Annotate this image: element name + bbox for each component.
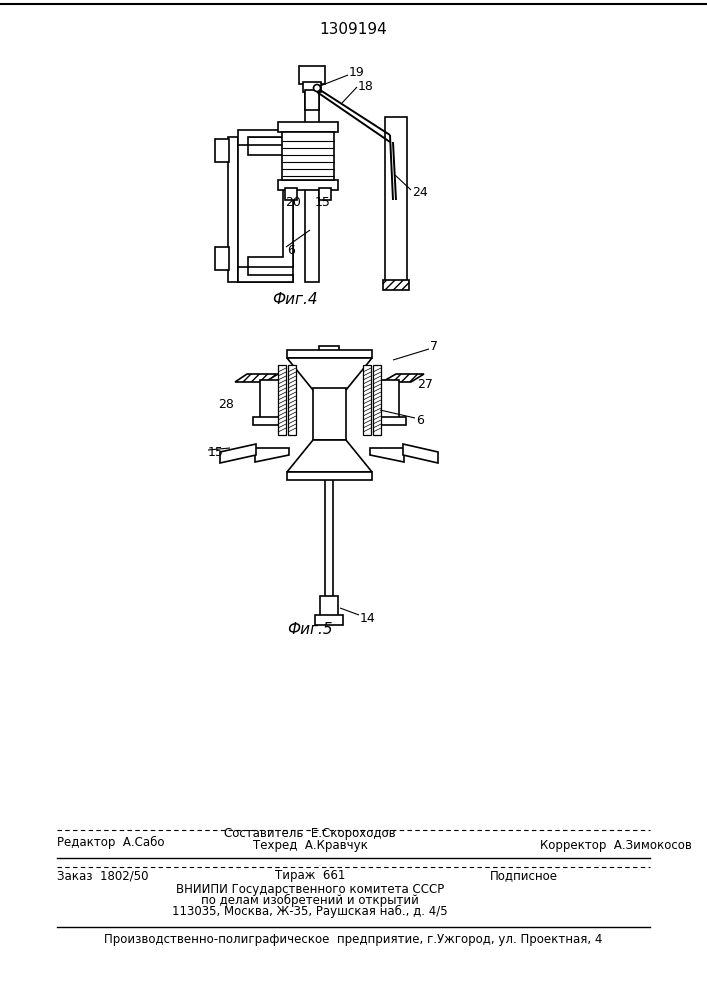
Text: Заказ  1802/50: Заказ 1802/50 xyxy=(57,869,148,882)
Bar xyxy=(325,355,333,610)
Bar xyxy=(319,188,331,200)
Bar xyxy=(383,280,409,290)
Polygon shape xyxy=(370,448,404,462)
Circle shape xyxy=(313,85,320,92)
Bar xyxy=(319,346,339,352)
Bar xyxy=(215,247,229,270)
Bar xyxy=(379,380,399,420)
Bar xyxy=(253,417,280,425)
Bar xyxy=(321,350,337,358)
Bar xyxy=(305,90,319,110)
Polygon shape xyxy=(382,374,424,382)
Text: ВНИИПИ Государственного комитета СССР: ВНИИПИ Государственного комитета СССР xyxy=(176,882,444,896)
Text: 27: 27 xyxy=(417,377,433,390)
Bar xyxy=(215,139,229,162)
Polygon shape xyxy=(255,448,289,462)
Bar xyxy=(373,365,381,435)
Text: по делам изобретений и открытий: по делам изобретений и открытий xyxy=(201,893,419,907)
Bar xyxy=(303,82,321,92)
Bar xyxy=(385,117,407,282)
Bar xyxy=(278,180,338,190)
Polygon shape xyxy=(287,472,372,480)
Bar xyxy=(320,596,338,618)
Text: 6: 6 xyxy=(287,243,295,256)
Bar xyxy=(285,188,297,200)
Text: 6: 6 xyxy=(416,414,424,426)
Text: Корректор  А.Зимокосов: Корректор А.Зимокосов xyxy=(540,840,692,852)
Text: 1309194: 1309194 xyxy=(319,22,387,37)
Text: Фиг.4: Фиг.4 xyxy=(272,292,318,308)
Bar xyxy=(260,380,280,420)
Bar xyxy=(305,82,319,282)
Bar xyxy=(313,388,346,440)
Text: Подписное: Подписное xyxy=(490,869,558,882)
Text: 15: 15 xyxy=(315,196,331,210)
Polygon shape xyxy=(238,267,293,282)
Text: Фиг.5: Фиг.5 xyxy=(287,622,333,638)
Bar xyxy=(238,137,293,282)
Polygon shape xyxy=(287,358,372,390)
Polygon shape xyxy=(287,350,372,358)
Bar xyxy=(379,417,406,425)
Text: Тираж  661: Тираж 661 xyxy=(275,869,345,882)
Text: 28: 28 xyxy=(218,398,234,412)
Text: 19: 19 xyxy=(349,66,365,79)
Text: 7: 7 xyxy=(430,340,438,354)
Bar xyxy=(363,365,371,435)
Polygon shape xyxy=(220,444,256,463)
Bar xyxy=(315,615,343,625)
Text: 20: 20 xyxy=(285,196,301,210)
Text: Редактор  А.Сабо: Редактор А.Сабо xyxy=(57,835,165,849)
Polygon shape xyxy=(248,145,293,267)
Text: Составитель  Е.Скороходов: Составитель Е.Скороходов xyxy=(224,828,396,840)
Text: 18: 18 xyxy=(358,81,374,94)
Polygon shape xyxy=(238,130,293,145)
Polygon shape xyxy=(287,440,372,472)
Text: 14: 14 xyxy=(360,611,375,624)
Text: Техред  А.Кравчук: Техред А.Кравчук xyxy=(252,840,368,852)
Bar xyxy=(288,365,296,435)
Bar xyxy=(228,137,238,282)
Polygon shape xyxy=(235,374,278,382)
Bar xyxy=(299,66,325,84)
Bar xyxy=(282,132,334,180)
Bar xyxy=(278,365,286,435)
Bar xyxy=(278,122,338,132)
Text: 15: 15 xyxy=(208,446,224,460)
Text: 24: 24 xyxy=(412,186,428,198)
Text: 113035, Москва, Ж-35, Раушская наб., д. 4/5: 113035, Москва, Ж-35, Раушская наб., д. … xyxy=(173,904,448,918)
Text: Производственно-полиграфическое  предприятие, г.Ужгород, ул. Проектная, 4: Производственно-полиграфическое предприя… xyxy=(104,934,602,946)
Polygon shape xyxy=(403,444,438,463)
